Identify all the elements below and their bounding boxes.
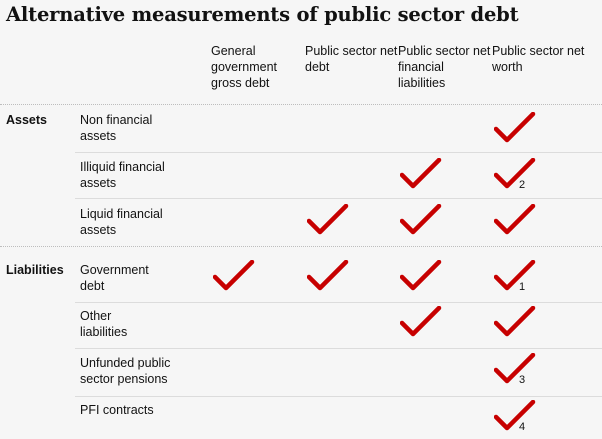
row-label-liquid-financial-assets: Liquid financial assets bbox=[80, 207, 163, 237]
row-label-pfi-contracts: PFI contracts bbox=[80, 403, 154, 417]
column-header-general-government-gross-debt: General government gross debt bbox=[211, 44, 278, 90]
checkmark-icon bbox=[400, 204, 442, 236]
footnote-marker: 4 bbox=[519, 421, 526, 433]
row-divider bbox=[75, 302, 602, 303]
group-label-liabilities: Liabilities bbox=[6, 263, 64, 277]
checkmark-icon bbox=[494, 158, 536, 190]
page-title: Alternative measurements of public secto… bbox=[6, 3, 519, 26]
row-divider bbox=[75, 152, 602, 153]
checkmark-icon bbox=[494, 353, 536, 385]
row-label-illiquid-financial-assets: Illiquid financial assets bbox=[80, 160, 165, 190]
footnote-marker: 2 bbox=[519, 179, 526, 191]
checkmark-icon bbox=[494, 260, 536, 292]
checkmark-icon bbox=[213, 260, 255, 292]
row-label-other-liabilities: Other liabilities bbox=[80, 309, 128, 339]
row-label-unfunded-public-sector-pensions: Unfunded public sector pensions bbox=[80, 356, 171, 386]
footnote-marker: 1 bbox=[519, 281, 526, 293]
section-divider-assets bbox=[0, 104, 602, 105]
checkmark-icon bbox=[400, 306, 442, 338]
checkmark-icon bbox=[400, 158, 442, 190]
column-header-public-sector-net-debt: Public sector net debt bbox=[305, 44, 398, 74]
footnote-marker: 3 bbox=[519, 374, 526, 386]
checkmark-icon bbox=[307, 260, 349, 292]
row-divider bbox=[75, 396, 602, 397]
checkmark-icon bbox=[307, 204, 349, 236]
section-divider-liabilities bbox=[0, 246, 602, 247]
group-label-assets: Assets bbox=[6, 113, 47, 127]
checkmark-icon bbox=[494, 400, 536, 432]
checkmark-icon bbox=[494, 306, 536, 338]
row-divider bbox=[75, 348, 602, 349]
row-divider bbox=[75, 198, 602, 199]
checkmark-icon bbox=[494, 204, 536, 236]
column-header-public-sector-net-financial-liabilities: Public sector net financial liabilities bbox=[398, 44, 491, 90]
column-header-public-sector-net-worth: Public sector net worth bbox=[492, 44, 585, 74]
row-label-government-debt: Government debt bbox=[80, 263, 149, 293]
checkmark-icon bbox=[400, 260, 442, 292]
checkmark-icon bbox=[494, 112, 536, 144]
row-label-non-financial-assets: Non financial assets bbox=[80, 113, 153, 143]
